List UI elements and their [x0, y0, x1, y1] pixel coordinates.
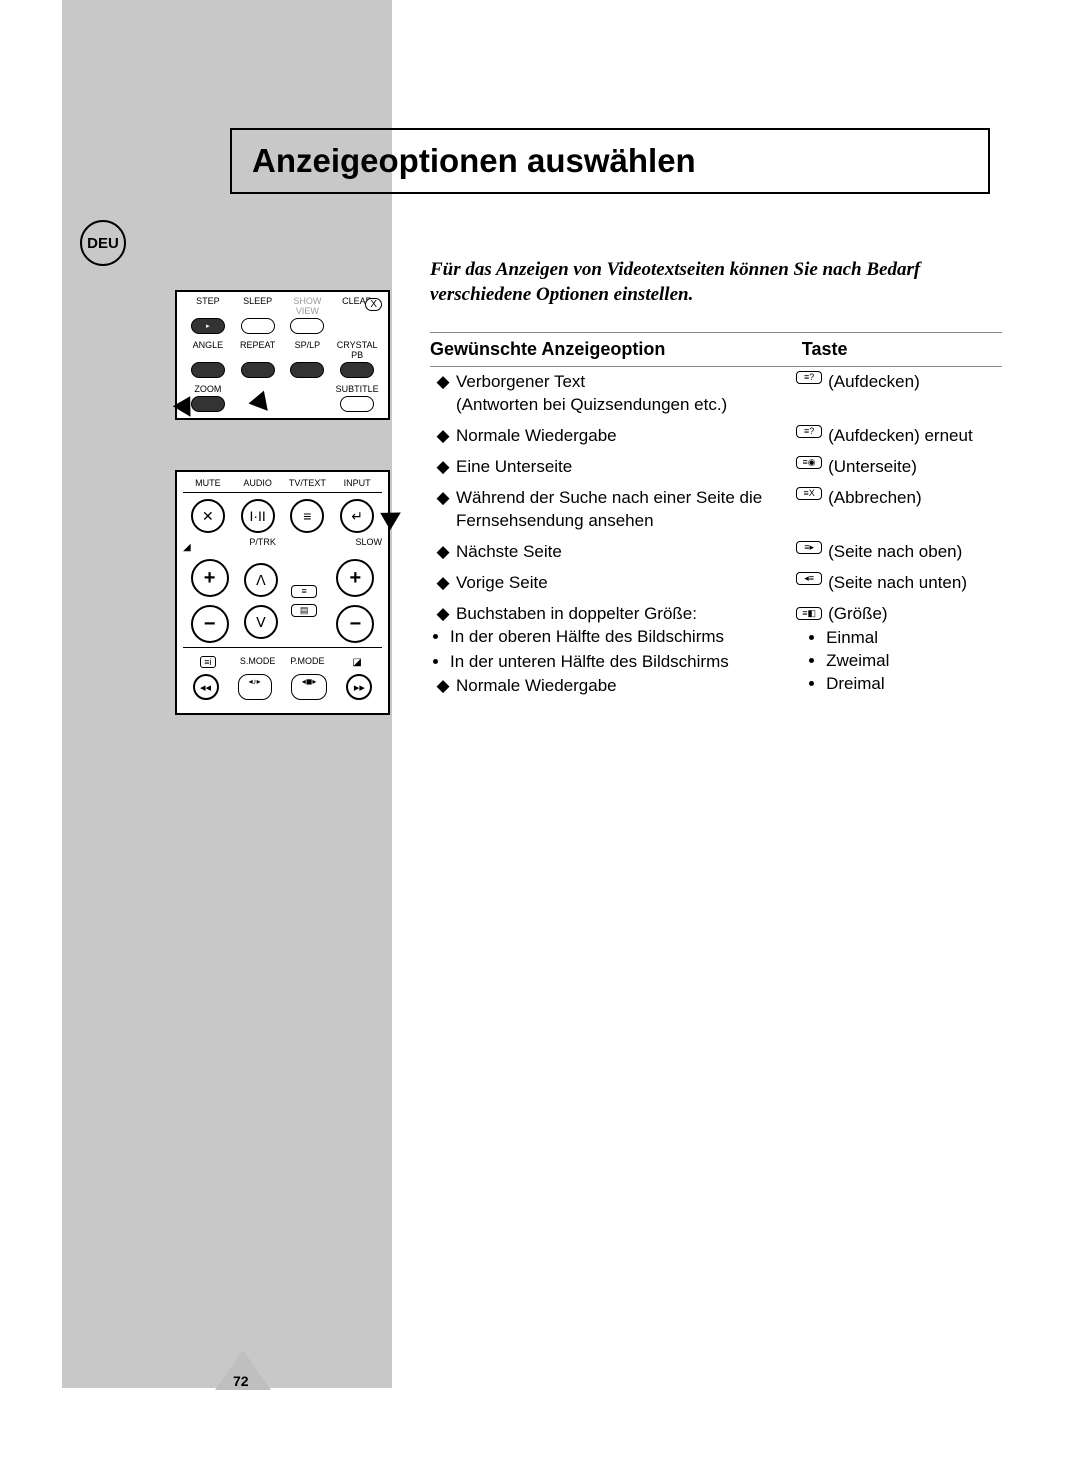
teletext-key-icon: ≡?: [796, 425, 822, 438]
bullet-icon: ◆: [430, 487, 456, 533]
plus-icon: +: [191, 559, 229, 597]
key-text: (Unterseite): [828, 456, 917, 479]
bullet-icon: ◆: [430, 603, 456, 626]
remote-button-icon: [191, 362, 225, 378]
remote-button-icon: [340, 362, 374, 378]
key-text: (Größe): [828, 603, 888, 626]
teletext-icon: ≡: [291, 585, 317, 598]
remote-label: CRYSTAL PB: [332, 340, 382, 360]
remote-diagram-top: X STEP SLEEP SHOW VIEW CLEAR ▸ ANGLE REP…: [175, 290, 390, 420]
language-badge-text: DEU: [87, 235, 119, 252]
remote-label: P.MODE: [283, 656, 333, 666]
teletext-key-icon: ≡◧: [796, 607, 822, 620]
table-row: ◆Verborgener Text (Antworten bei Quizsend…: [430, 367, 1002, 421]
bullet-icon: ◆: [430, 675, 456, 698]
minus-icon: −: [336, 605, 374, 643]
key-sub: Einmal: [826, 627, 889, 650]
tvtext-icon: ≡: [290, 499, 324, 533]
table-row: ◆Vorige Seite ◂≡ (Seite nach unten): [430, 568, 1002, 599]
bullet-icon: ◆: [430, 456, 456, 479]
remote-label: ZOOM: [183, 384, 233, 394]
minus-icon: −: [191, 605, 229, 643]
remote-label: REPEAT: [233, 340, 283, 350]
chevron-up-icon: ᐱ: [244, 563, 278, 597]
key-text: (Aufdecken): [828, 371, 920, 394]
teletext-key-icon: ≡X: [796, 487, 822, 500]
remote-label: MUTE: [183, 478, 233, 488]
option-text: Während der Suche nach einer Seite die F…: [456, 488, 762, 530]
option-text: Normale Wiedergabe: [456, 675, 617, 698]
option-text: Nächste Seite: [456, 542, 562, 561]
bullet-icon: ◆: [430, 541, 456, 564]
mute-icon: ✕: [191, 499, 225, 533]
key-text: (Aufdecken) erneut: [828, 425, 973, 448]
bullet-icon: ◆: [430, 371, 456, 417]
chevron-down-icon: ᐯ: [244, 605, 278, 639]
audio-button-icon: I·II: [241, 499, 275, 533]
language-badge: DEU: [80, 220, 126, 266]
remote-button-icon: ▸: [191, 318, 225, 334]
options-table: Gewünschte Anzeigeoption Taste ◆Verborge…: [430, 332, 1002, 702]
remote-label: SHOW VIEW: [283, 296, 333, 316]
bullet-icon: ◆: [430, 572, 456, 595]
option-text: Eine Unterseite: [456, 457, 572, 476]
remote-label: TV/TEXT: [283, 478, 333, 488]
teletext-key-icon: ≡◉: [796, 456, 822, 469]
remote-button-icon: [290, 318, 324, 334]
option-text: Normale Wiedergabe: [456, 426, 617, 445]
option-text: Verborgener Text: [456, 372, 585, 391]
teletext-key-icon: ≡?: [796, 371, 822, 384]
audio-label: I·II: [249, 508, 265, 524]
mode-button-icon: ◂♪▸: [238, 674, 272, 700]
mode-button-icon: ◂◼▸: [291, 674, 328, 700]
plus-icon: +: [336, 559, 374, 597]
option-text: Vorige Seite: [456, 573, 548, 592]
remote-label: P/TRK: [223, 537, 303, 555]
remote-diagram-bottom: MUTE AUDIO TV/TEXT INPUT ✕ I·II ≡ ↵ ◢ P/…: [175, 470, 390, 715]
key-sub: Zweimal: [826, 650, 889, 673]
teletext-key-icon: ◂≡: [796, 572, 822, 585]
table-row: ◆Eine Unterseite ≡◉ (Unterseite): [430, 452, 1002, 483]
table-header: Gewünschte Anzeigeoption Taste: [430, 332, 1002, 367]
option-sub: In der unteren Hälfte des Bildschirms: [450, 650, 796, 675]
remote-label: SLEEP: [233, 296, 283, 306]
table-row: ◆Nächste Seite ≡▸ (Seite nach oben): [430, 537, 1002, 568]
option-subtext: (Antworten bei Quizsendungen etc.): [456, 395, 727, 414]
key-text: (Seite nach oben): [828, 541, 962, 564]
table-row: ◆Während der Suche nach einer Seite die …: [430, 483, 1002, 537]
input-icon: ↵: [340, 499, 374, 533]
remote-label: STEP: [183, 296, 233, 306]
remote-label: S.MODE: [233, 656, 283, 666]
table-header-key: Taste: [802, 339, 1002, 360]
remote-label: SLOW: [302, 537, 382, 555]
rewind-icon: ◂◂: [193, 674, 219, 700]
remote-label: SP/LP: [283, 340, 333, 350]
clear-button-icon: X: [365, 298, 382, 311]
remote-button-icon: [290, 362, 324, 378]
remote-button-icon: [241, 318, 275, 334]
remote-label: INPUT: [332, 478, 382, 488]
remote-label: ANGLE: [183, 340, 233, 350]
table-row: ◆Normale Wiedergabe ≡? (Aufdecken) erneut: [430, 421, 1002, 452]
remote-label: SUBTITLE: [332, 384, 382, 394]
remote-button-icon: [241, 362, 275, 378]
page-title: Anzeigeoptionen auswählen: [252, 142, 968, 180]
bullet-icon: ◆: [430, 425, 456, 448]
table-header-option: Gewünschte Anzeigeoption: [430, 339, 802, 360]
title-frame: Anzeigeoptionen auswählen: [230, 128, 990, 194]
option-text: Buchstaben in doppelter Größe:: [456, 603, 697, 626]
key-sub: Dreimal: [826, 673, 889, 696]
forward-icon: ▸▸: [346, 674, 372, 700]
key-text: (Abbrechen): [828, 487, 922, 510]
teletext-icon: ▤: [291, 604, 317, 617]
table-row: ◆ Buchstaben in doppelter Größe: In der …: [430, 599, 1002, 703]
remote-label: AUDIO: [233, 478, 283, 488]
intro-paragraph: Für das Anzeigen von Videotextseiten kön…: [430, 258, 1000, 307]
page-number: 72: [233, 1373, 249, 1389]
option-sub: In der oberen Hälfte des Bildschirms: [450, 625, 796, 650]
key-text: (Seite nach unten): [828, 572, 967, 595]
remote-button-icon: [340, 396, 374, 412]
teletext-key-icon: ≡▸: [796, 541, 822, 554]
